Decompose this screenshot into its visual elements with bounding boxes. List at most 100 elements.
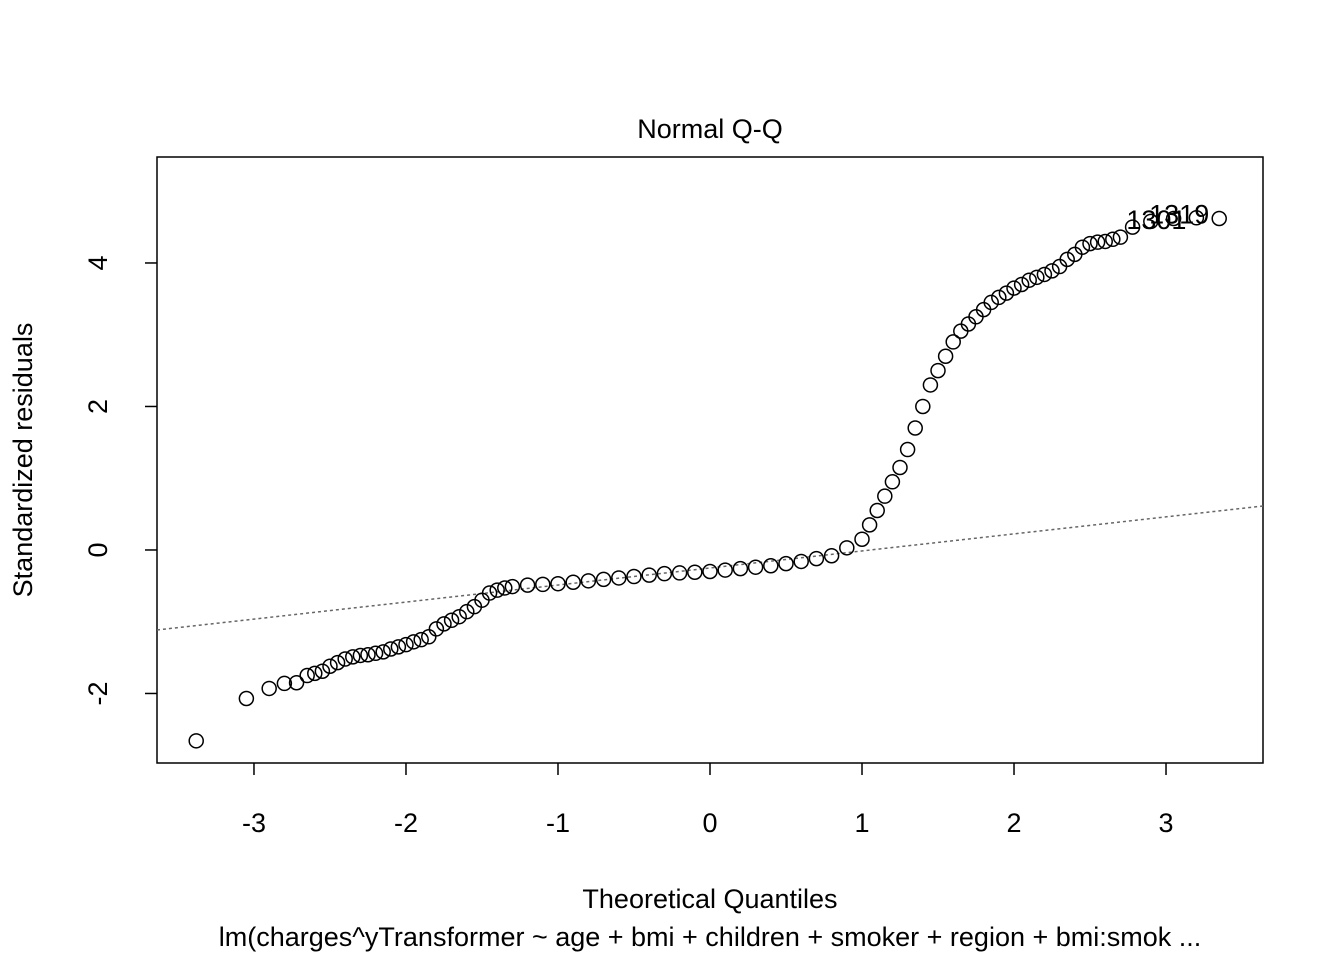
- point: [671, 565, 688, 581]
- point: [1188, 210, 1205, 226]
- point: [884, 474, 901, 490]
- chart-title: Normal Q-Q: [637, 114, 783, 144]
- point: [702, 563, 718, 580]
- point: [188, 733, 204, 749]
- point: [367, 645, 384, 662]
- point: [288, 674, 305, 691]
- point: [1006, 280, 1022, 296]
- point: [907, 420, 923, 436]
- point: [383, 641, 399, 657]
- point: [322, 658, 338, 674]
- point: [421, 629, 437, 645]
- point: [314, 663, 331, 679]
- point: [390, 639, 407, 655]
- point: [519, 577, 536, 593]
- point: [459, 603, 475, 620]
- point: [991, 289, 1007, 306]
- point: [930, 362, 946, 379]
- point: [565, 574, 581, 591]
- point: [413, 631, 429, 648]
- point: [937, 348, 954, 364]
- point: [428, 621, 445, 637]
- x-tick-label: -1: [546, 808, 570, 838]
- point: [899, 441, 916, 458]
- point: [1013, 276, 1030, 293]
- y-tick-label: 2: [83, 399, 113, 414]
- point: [360, 646, 376, 663]
- point: [983, 294, 999, 311]
- point: [1143, 213, 1159, 230]
- point: [763, 558, 779, 574]
- point: [1165, 210, 1182, 227]
- point: [869, 502, 885, 519]
- point: [1021, 272, 1037, 288]
- plot-frame: [156, 156, 1264, 764]
- x-tick-label: 1: [854, 808, 869, 838]
- point: [595, 571, 612, 588]
- point-label: 1301: [1126, 205, 1186, 235]
- point: [443, 612, 460, 629]
- point: [626, 568, 642, 585]
- point: [398, 636, 414, 653]
- y-axis-label: Standardized residuals: [8, 323, 38, 598]
- point: [299, 667, 315, 684]
- point: [1059, 251, 1075, 268]
- y-tick-label: 4: [83, 255, 113, 270]
- y-tick-label: -2: [83, 681, 113, 705]
- point: [1211, 210, 1227, 227]
- point: [1074, 239, 1091, 255]
- point: [808, 550, 825, 567]
- y-tick-label: 0: [83, 542, 113, 557]
- point: [345, 649, 361, 665]
- point: [641, 567, 657, 583]
- x-axis-label: Theoretical Quantiles: [582, 884, 837, 914]
- point: [436, 616, 452, 632]
- point: [877, 488, 893, 504]
- point: [535, 576, 551, 593]
- point: [778, 555, 794, 572]
- point: [793, 553, 809, 570]
- point: [451, 608, 467, 625]
- point: [276, 675, 293, 692]
- point: [732, 560, 749, 577]
- x-tick-label: -2: [394, 808, 418, 838]
- point: [238, 690, 255, 707]
- point: [1112, 229, 1129, 245]
- point-label: 1319: [1149, 200, 1209, 230]
- point: [1124, 219, 1141, 235]
- subtitle: lm(charges^yTransformer ~ age + bmi + ch…: [219, 922, 1202, 952]
- point: [854, 531, 870, 547]
- point: [504, 578, 521, 595]
- point: [861, 517, 878, 533]
- point: [481, 585, 498, 601]
- point: [1029, 269, 1045, 286]
- point: [497, 580, 513, 596]
- x-tick-label: 0: [702, 808, 717, 838]
- point: [611, 570, 627, 586]
- point: [892, 459, 908, 476]
- point: [307, 665, 323, 682]
- reference-line: [156, 505, 1264, 631]
- point: [1089, 234, 1106, 250]
- point: [823, 547, 840, 564]
- point: [352, 647, 369, 664]
- x-tick-label: 2: [1006, 808, 1021, 838]
- point: [717, 562, 733, 578]
- point: [375, 644, 391, 660]
- point: [550, 575, 566, 592]
- point: [1105, 231, 1121, 248]
- x-tick-label: -3: [242, 808, 266, 838]
- point: [922, 377, 939, 393]
- point: [580, 573, 597, 589]
- point: [945, 334, 961, 350]
- point: [687, 564, 703, 580]
- point: [656, 565, 673, 582]
- point: [1082, 235, 1098, 252]
- point: [329, 654, 346, 671]
- point: [261, 680, 277, 697]
- point: [998, 285, 1015, 301]
- point: [405, 634, 422, 650]
- point: [1044, 263, 1060, 279]
- point: [1036, 266, 1053, 283]
